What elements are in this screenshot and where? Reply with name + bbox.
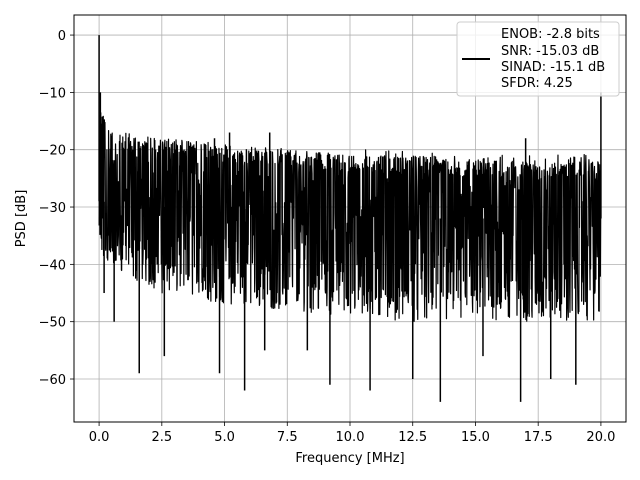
x-tick-label: 10.0 (336, 430, 365, 445)
x-tick-label: 7.5 (277, 430, 298, 445)
y-axis-title: PSD [dB] (14, 190, 29, 248)
legend-line-sinad: SINAD: -15.1 dB (501, 60, 605, 75)
y-tick-label: −10 (39, 86, 66, 101)
y-tick-label: −40 (39, 258, 66, 273)
legend-line-snr: SNR: -15.03 dB (501, 44, 599, 59)
x-axis-title: Frequency [MHz] (295, 451, 404, 466)
ticks: 0.0 2.5 5.0 7.5 10.0 12.5 15.0 17.5 20.0 0 −10 −20 −… (39, 29, 616, 445)
x-tick-label: 20.0 (586, 430, 615, 445)
y-tick-label: −20 (39, 144, 66, 159)
y-tick-label: −60 (39, 373, 66, 388)
y-tick-label: 0 (58, 29, 66, 44)
psd-trace-group (98, 35, 602, 402)
legend-line-sfdr: SFDR: 4.25 (501, 76, 573, 91)
x-tick-label: 12.5 (398, 430, 427, 445)
legend: ENOB: -2.8 bits SNR: -15.03 dB SINAD: -1… (456, 21, 620, 97)
y-tick-label: −50 (39, 316, 66, 331)
legend-box (456, 21, 620, 97)
x-tick-label: 17.5 (524, 430, 553, 445)
x-tick-label: 5.0 (214, 430, 235, 445)
x-tick-label: 2.5 (151, 430, 172, 445)
legend-line-enob: ENOB: -2.8 bits (501, 27, 600, 42)
x-tick-label: 15.0 (461, 430, 490, 445)
psd-trace (98, 112, 602, 322)
x-tick-label: 0.0 (89, 430, 110, 445)
y-tick-label: −30 (39, 201, 66, 216)
